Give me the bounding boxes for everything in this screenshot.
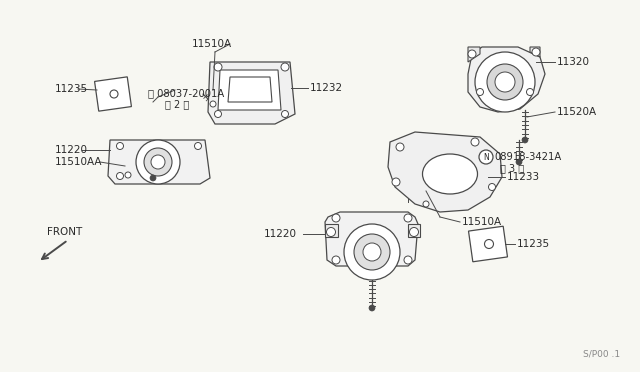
Text: 08918-3421A: 08918-3421A — [494, 152, 561, 162]
Circle shape — [282, 110, 289, 118]
Circle shape — [532, 48, 540, 56]
Circle shape — [116, 142, 124, 150]
Circle shape — [110, 90, 118, 98]
Text: S/P00 .1: S/P00 .1 — [583, 350, 620, 359]
Ellipse shape — [422, 154, 477, 194]
Polygon shape — [530, 47, 540, 57]
Circle shape — [423, 201, 429, 207]
Circle shape — [214, 63, 222, 71]
Circle shape — [392, 178, 400, 186]
Text: 11220: 11220 — [55, 145, 88, 155]
Polygon shape — [228, 77, 272, 102]
Circle shape — [396, 143, 404, 151]
Circle shape — [326, 228, 335, 237]
Circle shape — [210, 101, 216, 107]
Circle shape — [527, 89, 534, 96]
Polygon shape — [408, 224, 420, 237]
Circle shape — [150, 175, 156, 181]
Text: 11232: 11232 — [310, 83, 343, 93]
Text: N: N — [483, 153, 489, 161]
Circle shape — [488, 183, 495, 190]
Circle shape — [516, 159, 522, 165]
Circle shape — [487, 64, 523, 100]
Circle shape — [369, 305, 375, 311]
Text: 〈 2 〉: 〈 2 〉 — [165, 99, 189, 109]
Circle shape — [144, 148, 172, 176]
Text: 11510A: 11510A — [192, 39, 232, 49]
Polygon shape — [325, 224, 338, 237]
Circle shape — [354, 234, 390, 270]
Polygon shape — [468, 47, 480, 62]
Text: 11510A: 11510A — [462, 217, 502, 227]
Polygon shape — [325, 212, 418, 266]
Circle shape — [344, 224, 400, 280]
Text: 11220: 11220 — [264, 229, 297, 239]
Text: FRONT: FRONT — [47, 227, 83, 237]
Circle shape — [484, 240, 493, 248]
Circle shape — [495, 72, 515, 92]
Text: 11235: 11235 — [517, 239, 550, 249]
Circle shape — [410, 228, 419, 237]
Polygon shape — [468, 47, 545, 112]
Text: 11510AA: 11510AA — [55, 157, 102, 167]
Circle shape — [468, 50, 476, 58]
Circle shape — [332, 214, 340, 222]
Circle shape — [477, 89, 483, 96]
Polygon shape — [108, 140, 210, 184]
Circle shape — [522, 137, 528, 143]
Circle shape — [195, 142, 202, 150]
Polygon shape — [388, 132, 502, 212]
Circle shape — [116, 173, 124, 180]
Text: 〈 3 〉: 〈 3 〉 — [500, 163, 524, 173]
Text: 11235: 11235 — [55, 84, 88, 94]
Text: 11520A: 11520A — [557, 107, 597, 117]
Circle shape — [151, 155, 165, 169]
Circle shape — [363, 243, 381, 261]
Circle shape — [136, 140, 180, 184]
Circle shape — [404, 256, 412, 264]
Circle shape — [214, 110, 221, 118]
Circle shape — [479, 150, 493, 164]
Circle shape — [125, 172, 131, 178]
Circle shape — [475, 52, 535, 112]
Text: 11233: 11233 — [507, 172, 540, 182]
Polygon shape — [208, 62, 295, 124]
Circle shape — [471, 138, 479, 146]
Circle shape — [281, 63, 289, 71]
Text: Ⓑ 08037-2001A: Ⓑ 08037-2001A — [148, 88, 224, 98]
Polygon shape — [468, 226, 508, 262]
Polygon shape — [95, 77, 131, 111]
Text: 11320: 11320 — [557, 57, 590, 67]
Circle shape — [404, 214, 412, 222]
Circle shape — [332, 256, 340, 264]
Polygon shape — [218, 70, 281, 110]
